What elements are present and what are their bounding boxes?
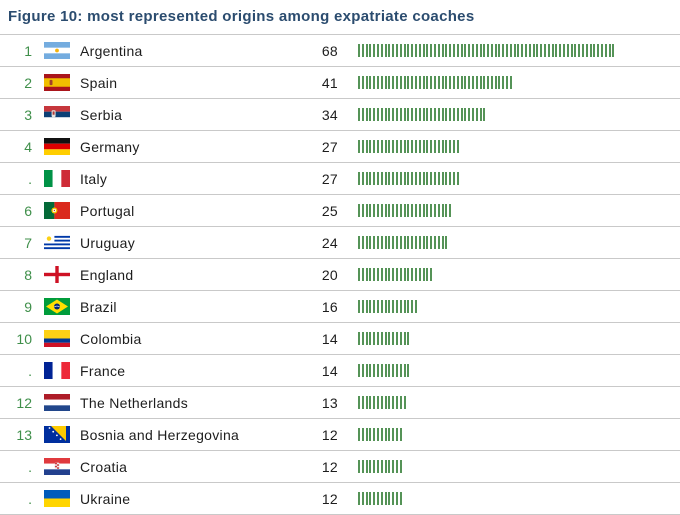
- tally-bar: [358, 44, 680, 57]
- country-name: Argentina: [80, 42, 143, 59]
- rank-label: 1: [24, 42, 32, 59]
- table-row: 13 Bosnia and Herzegovina 12: [0, 419, 680, 451]
- country-flag-icon: [44, 266, 70, 283]
- rank-label: 9: [24, 298, 32, 315]
- rank-label: 3: [24, 106, 32, 123]
- country-name: The Netherlands: [80, 394, 189, 411]
- tally-bar: [358, 428, 680, 441]
- table-row: . Italy 27: [0, 163, 680, 195]
- coach-count: 14: [321, 362, 338, 379]
- country-name: Italy: [80, 170, 108, 187]
- ranking-table: 1 Argentina 68 2 Spain 41 3 Serbia 34 4 …: [0, 34, 680, 515]
- coach-count: 24: [321, 234, 338, 251]
- table-row: 9 Brazil 16: [0, 291, 680, 323]
- country-name: Germany: [80, 138, 140, 155]
- country-name: Spain: [80, 74, 118, 91]
- country-flag-icon: [44, 202, 70, 219]
- table-row: 10 Colombia 14: [0, 323, 680, 355]
- country-flag-icon: [44, 426, 70, 443]
- table-row: 3 Serbia 34: [0, 99, 680, 131]
- tally-bar: [358, 108, 680, 121]
- coach-count: 27: [321, 138, 338, 155]
- tally-bar: [358, 172, 680, 185]
- rank-label: 8: [24, 266, 32, 283]
- country-name: Croatia: [80, 458, 128, 475]
- table-row: 4 Germany 27: [0, 131, 680, 163]
- table-row: . Croatia 12: [0, 451, 680, 483]
- rank-label: .: [28, 458, 32, 475]
- rank-label: 13: [16, 426, 32, 443]
- coach-count: 14: [321, 330, 338, 347]
- country-flag-icon: [44, 394, 70, 411]
- table-row: . Ukraine 12: [0, 483, 680, 515]
- country-name: Brazil: [80, 298, 117, 315]
- country-name: England: [80, 266, 134, 283]
- table-row: 6 Portugal 25: [0, 195, 680, 227]
- country-name: Uruguay: [80, 234, 136, 251]
- table-row: 2 Spain 41: [0, 67, 680, 99]
- country-name: Portugal: [80, 202, 135, 219]
- country-flag-icon: [44, 170, 70, 187]
- coach-count: 12: [321, 458, 338, 475]
- tally-bar: [358, 140, 680, 153]
- coach-count: 12: [321, 490, 338, 507]
- tally-bar: [358, 268, 680, 281]
- country-name: Serbia: [80, 106, 123, 123]
- coach-count: 13: [321, 394, 338, 411]
- table-row: 1 Argentina 68: [0, 35, 680, 67]
- rank-label: 10: [16, 330, 32, 347]
- rank-label: 4: [24, 138, 32, 155]
- rank-label: 12: [16, 394, 32, 411]
- tally-bar: [358, 492, 680, 505]
- country-flag-icon: [44, 458, 70, 475]
- rank-label: 2: [24, 74, 32, 91]
- coach-count: 12: [321, 426, 338, 443]
- table-row: 8 England 20: [0, 259, 680, 291]
- country-flag-icon: [44, 106, 70, 123]
- coach-count: 20: [321, 266, 338, 283]
- country-flag-icon: [44, 362, 70, 379]
- coach-count: 27: [321, 170, 338, 187]
- country-flag-icon: [44, 298, 70, 315]
- country-flag-icon: [44, 234, 70, 251]
- country-flag-icon: [44, 42, 70, 59]
- rank-label: .: [28, 170, 32, 187]
- country-flag-icon: [44, 330, 70, 347]
- figure-title: Figure 10: most represented origins amon…: [8, 8, 475, 25]
- coach-count: 16: [321, 298, 338, 315]
- rank-label: .: [28, 362, 32, 379]
- coach-count: 34: [321, 106, 338, 123]
- country-name: France: [80, 362, 126, 379]
- coach-count: 41: [321, 74, 338, 91]
- country-name: Colombia: [80, 330, 142, 347]
- rank-label: .: [28, 490, 32, 507]
- tally-bar: [358, 300, 680, 313]
- country-name: Ukraine: [80, 490, 131, 507]
- country-flag-icon: [44, 138, 70, 155]
- tally-bar: [358, 76, 680, 89]
- rank-label: 6: [24, 202, 32, 219]
- table-row: . France 14: [0, 355, 680, 387]
- rank-label: 7: [24, 234, 32, 251]
- country-flag-icon: [44, 490, 70, 507]
- table-row: 12 The Netherlands 13: [0, 387, 680, 419]
- tally-bar: [358, 204, 680, 217]
- tally-bar: [358, 364, 680, 377]
- coach-count: 68: [321, 42, 338, 59]
- country-name: Bosnia and Herzegovina: [80, 426, 240, 443]
- country-flag-icon: [44, 74, 70, 91]
- tally-bar: [358, 460, 680, 473]
- tally-bar: [358, 236, 680, 249]
- tally-bar: [358, 332, 680, 345]
- tally-bar: [358, 396, 680, 409]
- table-row: 7 Uruguay 24: [0, 227, 680, 259]
- coach-count: 25: [321, 202, 338, 219]
